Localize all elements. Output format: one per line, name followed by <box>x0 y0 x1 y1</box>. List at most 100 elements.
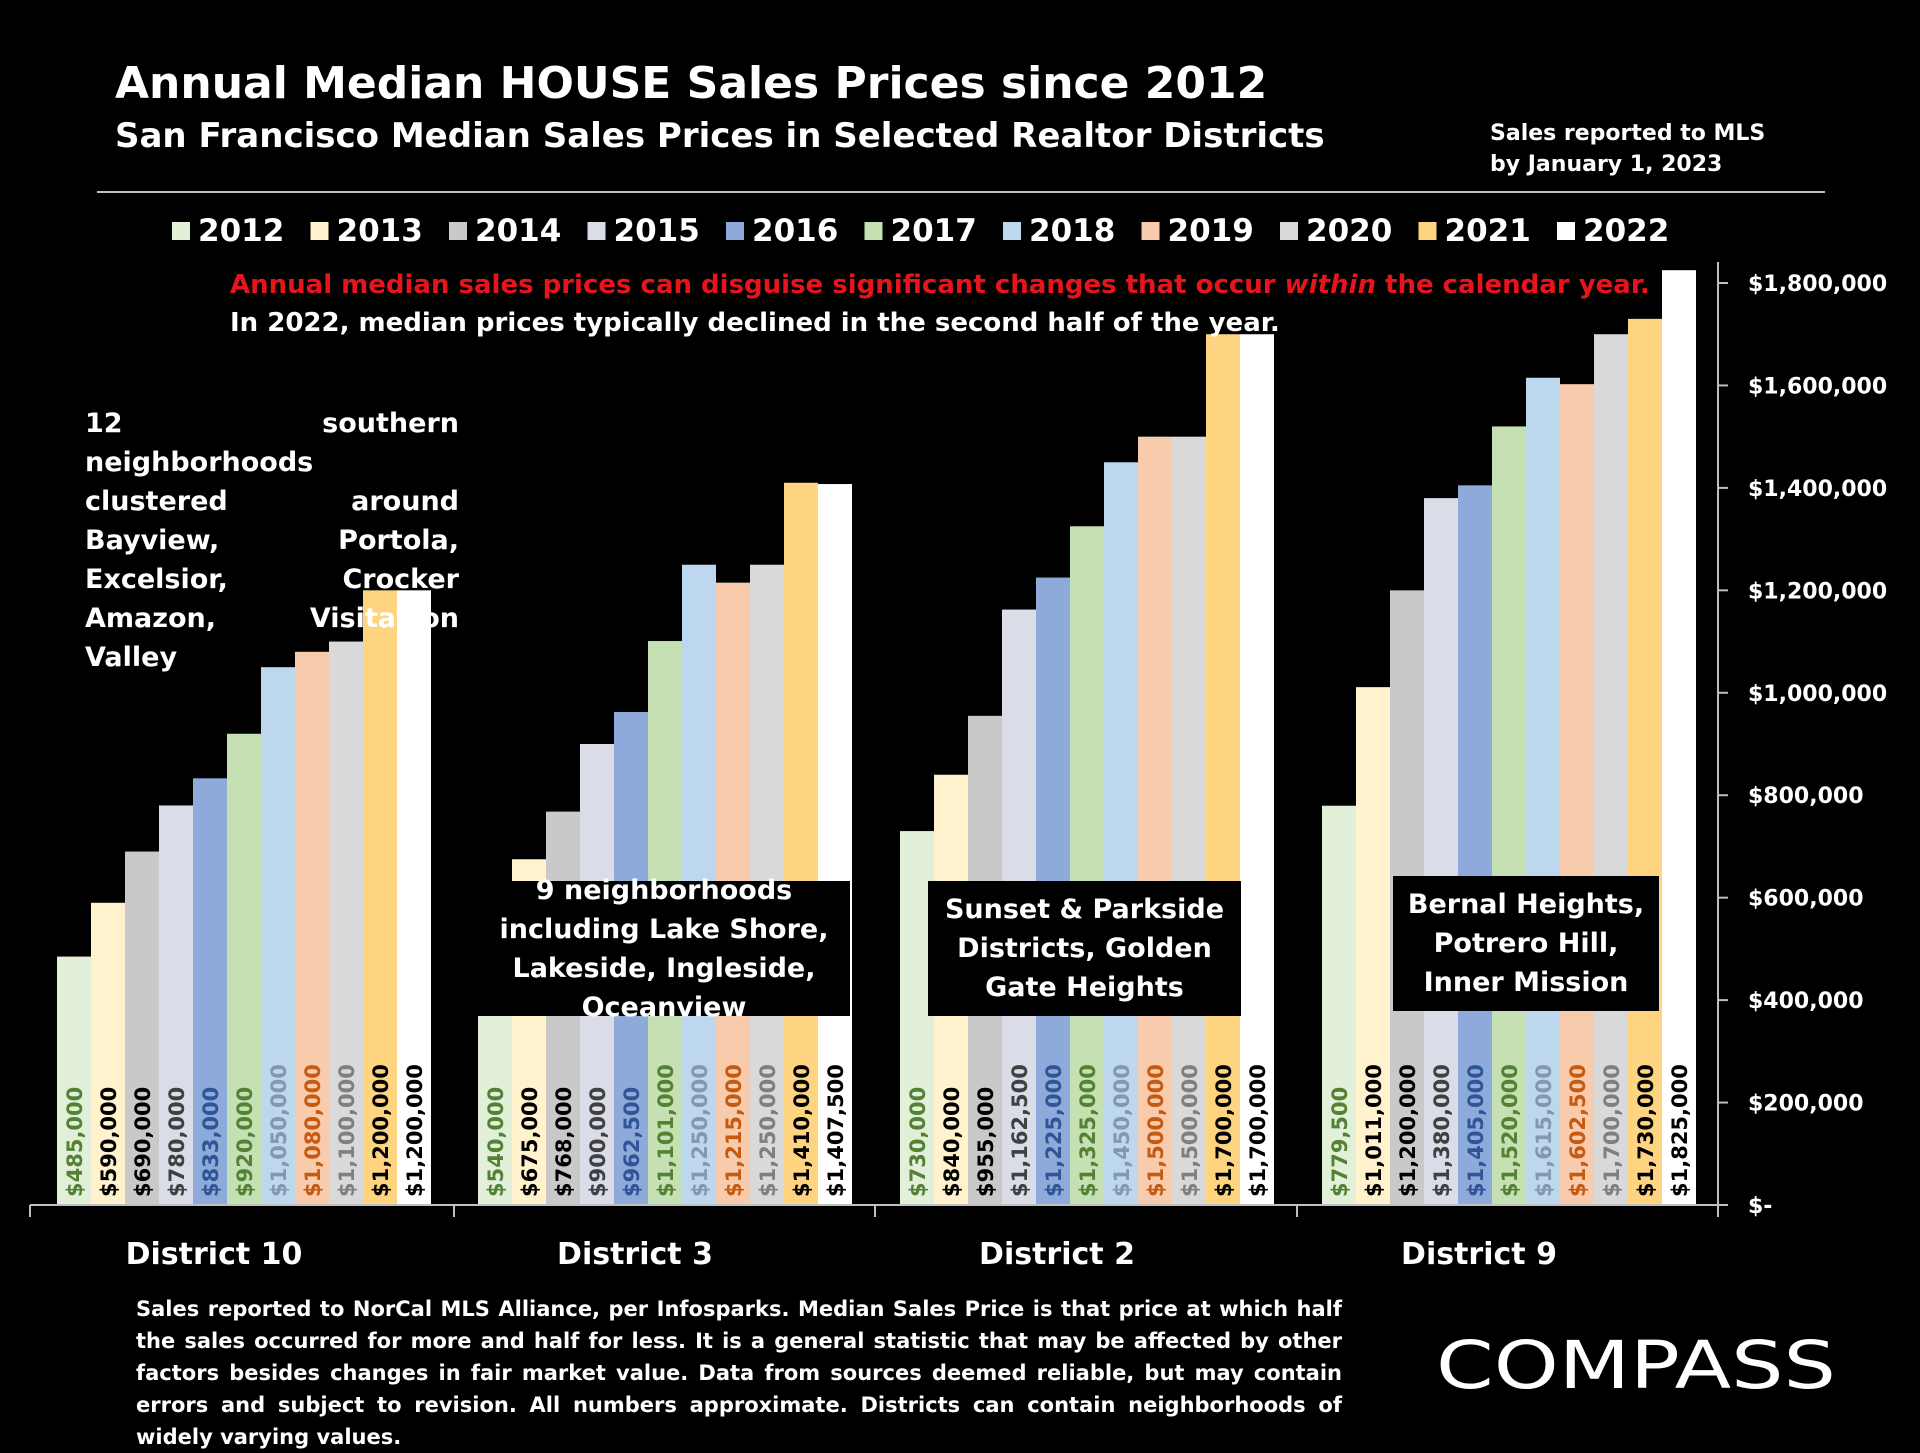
bar-district-10-2017 <box>227 733 261 1205</box>
warning-text-end: the calendar year. <box>1375 270 1650 300</box>
bar-district-2-2021 <box>1206 334 1240 1205</box>
bar-district-9-2019 <box>1560 384 1594 1205</box>
bar-value-label: $768,000 <box>552 1087 576 1197</box>
y-tick-label: $400,000 <box>1748 989 1864 1014</box>
bar-value-label: $1,405,000 <box>1464 1064 1488 1197</box>
bar-district-2-2017 <box>1070 526 1104 1205</box>
bar-value-label: $1,380,000 <box>1430 1064 1454 1197</box>
legend-swatch-2014 <box>449 222 467 240</box>
bar-district-10-2021 <box>363 590 397 1205</box>
bar-value-label: $1,200,000 <box>1396 1064 1420 1197</box>
category-label: District 9 <box>1401 1237 1557 1272</box>
bar-district-2-2019 <box>1138 436 1172 1206</box>
y-tick-label: $- <box>1748 1194 1772 1219</box>
legend-swatch-2017 <box>864 222 883 240</box>
bar-value-label: $1,011,000 <box>1362 1064 1386 1197</box>
bar-district-9-2016 <box>1458 485 1492 1206</box>
warning-text-start: Annual median sales prices can disguise … <box>230 270 1285 300</box>
bar-value-label: $1,100,000 <box>335 1064 359 1197</box>
compass-logo: COMPASS <box>1436 1327 1836 1404</box>
legend-swatch-2013 <box>310 222 329 240</box>
bar-value-label: $485,000 <box>63 1087 87 1197</box>
bar-value-label: $590,000 <box>97 1087 121 1197</box>
bar-value-label: $1,730,000 <box>1634 1064 1658 1197</box>
bar-value-label: $1,700,000 <box>1600 1064 1624 1197</box>
bar-value-label: $1,162,500 <box>1008 1064 1032 1197</box>
bar-district-10-2012 <box>57 956 91 1205</box>
district10-neighborhoods-note: 12 southern neighborhoods clustered arou… <box>85 408 459 673</box>
bar-value-label: $955,000 <box>974 1087 998 1197</box>
legend-label: 2015 <box>614 213 700 249</box>
legend-swatch-2012 <box>172 222 190 240</box>
bar-district-9-2020 <box>1594 334 1628 1205</box>
bar-district-9-2013 <box>1356 687 1390 1205</box>
legend-label: 2016 <box>752 213 838 249</box>
bar-value-label: $1,450,000 <box>1110 1064 1134 1197</box>
bar-value-label: $962,500 <box>620 1087 644 1197</box>
mls-source-note: Sales reported to MLS by January 1, 2023 <box>1490 121 1766 177</box>
bar-district-3-2022 <box>818 484 852 1205</box>
bar-district-9-2022 <box>1662 270 1696 1205</box>
bar-value-label: $1,700,000 <box>1212 1064 1236 1197</box>
legend-label: 2022 <box>1583 213 1669 249</box>
y-tick-label: $1,000,000 <box>1748 682 1887 707</box>
within-year-warning: Annual median sales prices can disguise … <box>230 270 1650 300</box>
bar-value-label: $1,250,000 <box>756 1064 780 1197</box>
decline-note: In 2022, median prices typically decline… <box>230 308 1280 338</box>
bar-value-label: $840,000 <box>940 1087 964 1197</box>
bar-value-label: $1,500,000 <box>1178 1064 1202 1197</box>
y-tick-label: $800,000 <box>1748 784 1864 809</box>
district3-neighborhoods-box: 9 neighborhoods including Lake Shore, La… <box>478 875 850 1023</box>
warning-emphasis: within <box>1284 270 1376 300</box>
legend-label: 2017 <box>891 213 977 249</box>
bar-value-label: $690,000 <box>131 1087 155 1197</box>
legend-label: 2012 <box>198 213 284 249</box>
bar-value-label: $1,050,000 <box>267 1064 291 1197</box>
district9-neighborhoods-box: Bernal Heights, Potrero Hill, Inner Miss… <box>1393 876 1659 1011</box>
bar-value-label: $1,101,000 <box>654 1064 678 1197</box>
legend-swatch-2019 <box>1141 222 1160 240</box>
bar-district-10-2016 <box>193 778 227 1205</box>
category-label: District 3 <box>557 1237 713 1272</box>
bar-district-10-2018 <box>261 667 295 1205</box>
bar-value-label: $780,000 <box>165 1087 189 1197</box>
bar-district-10-2020 <box>329 641 363 1205</box>
y-tick-label: $600,000 <box>1748 887 1864 912</box>
bar-district-2-2022 <box>1240 334 1274 1205</box>
bar-district-9-2018 <box>1526 377 1560 1205</box>
bar-value-label: $1,615,000 <box>1532 1064 1556 1197</box>
legend-swatch-2022 <box>1557 222 1575 240</box>
bar-value-label: $900,000 <box>586 1087 610 1197</box>
legend: 2012 2013 2014 2015 2016 2017 2018 2019 2020 2021… <box>172 213 1669 249</box>
bar-district-10-2013 <box>91 902 125 1205</box>
y-tick-label: $1,800,000 <box>1748 272 1887 297</box>
bar-value-label: $1,080,000 <box>301 1064 325 1197</box>
legend-label: 2019 <box>1168 213 1254 249</box>
y-tick-label: $1,200,000 <box>1748 579 1887 604</box>
bar-value-label: $1,700,000 <box>1246 1064 1270 1197</box>
bar-district-2-2018 <box>1104 462 1138 1205</box>
bar-district-9-2021 <box>1628 318 1662 1205</box>
category-label: District 10 <box>126 1237 303 1272</box>
bar-district-2-2020 <box>1172 436 1206 1206</box>
chart-subtitle: San Francisco Median Sales Prices in Sel… <box>115 116 1325 156</box>
bar-value-label: $1,410,000 <box>790 1064 814 1197</box>
legend-label: 2021 <box>1445 213 1531 249</box>
bar-district-9-2017 <box>1492 426 1526 1205</box>
bar-value-label: $1,200,000 <box>369 1064 393 1197</box>
bar-district-10-2014 <box>125 851 159 1205</box>
y-tick-label: $1,600,000 <box>1748 374 1887 399</box>
bar-value-label: $833,000 <box>199 1087 223 1197</box>
chart-title: Annual Median HOUSE Sales Prices since 2… <box>115 58 1268 109</box>
legend-label: 2014 <box>475 213 561 249</box>
legend-swatch-2015 <box>587 222 606 240</box>
bar-value-label: $1,225,000 <box>1042 1064 1066 1197</box>
district2-neighborhoods-box: Sunset & Parkside Districts, Golden Gate… <box>928 881 1241 1016</box>
bar-district-9-2015 <box>1424 498 1458 1206</box>
bar-district-10-2015 <box>159 805 193 1205</box>
legend-label: 2018 <box>1029 213 1115 249</box>
y-tick-label: $1,400,000 <box>1748 477 1887 502</box>
legend-swatch-2021 <box>1418 222 1437 240</box>
legend-label: 2020 <box>1306 213 1392 249</box>
